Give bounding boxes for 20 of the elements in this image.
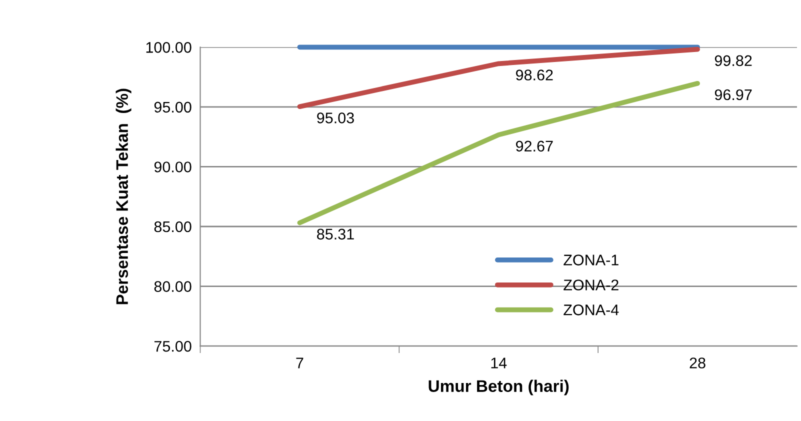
y-tick-label: 90.00 [154, 162, 192, 172]
y-tick-label: 80.00 [154, 281, 192, 292]
legend-label: ZONA-2 [564, 280, 618, 290]
y-tick-label: 85.00 [154, 221, 192, 232]
data-label: 95.03 [317, 112, 354, 124]
x-tick-label: 7 [296, 358, 304, 368]
y-tick-label: 75.00 [154, 340, 192, 352]
data-label: 98.62 [516, 70, 553, 80]
y-axis-title: Persentase Kuat Tekan (%) [116, 88, 132, 304]
data-label: 92.67 [516, 140, 553, 152]
x-tick-label: 14 [491, 358, 507, 368]
y-tick-label: 95.00 [154, 102, 192, 113]
legend-label: ZONA-4 [564, 304, 619, 316]
x-tick-label: 28 [690, 358, 706, 368]
data-label: 99.82 [714, 55, 752, 66]
data-label: 96.97 [714, 89, 752, 100]
y-tick-label: 100.00 [146, 42, 192, 53]
x-axis-title: Umur Beton (hari) [428, 380, 569, 396]
legend-label: ZONA-1 [564, 254, 618, 266]
data-label: 85.31 [317, 228, 354, 240]
